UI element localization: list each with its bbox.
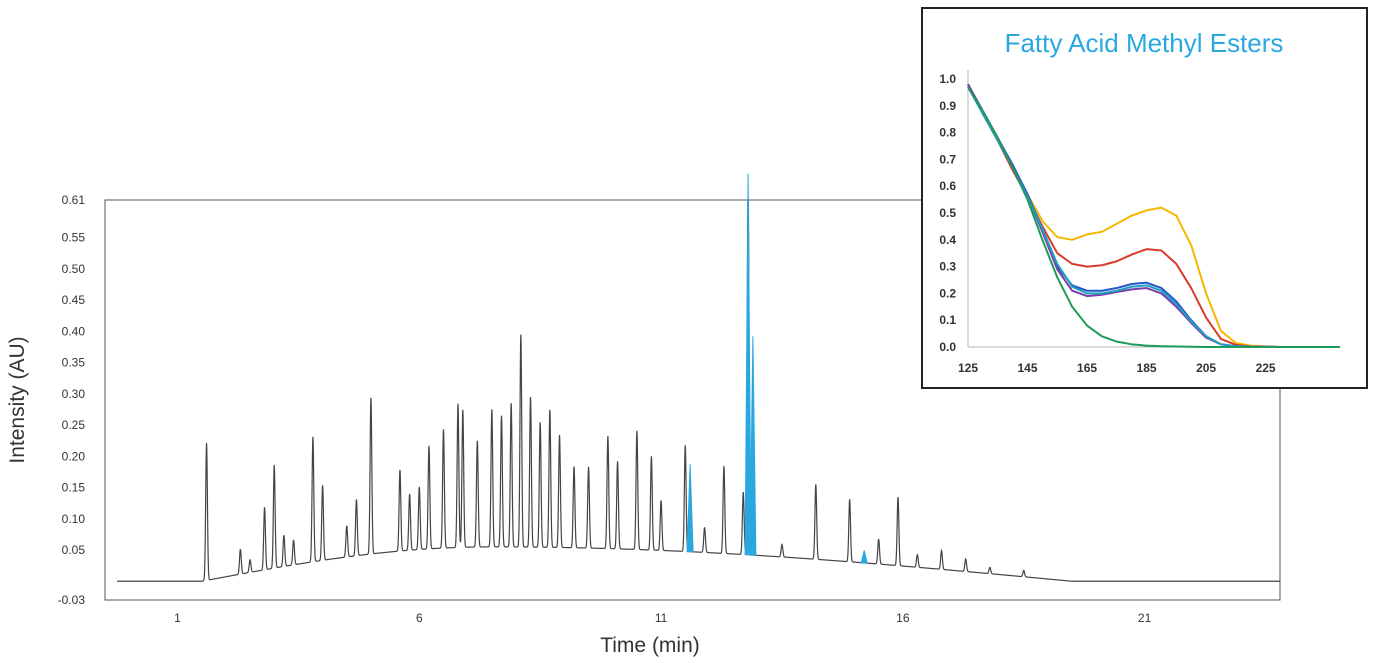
chromatogram-y-tick-label: 0.10 — [62, 512, 86, 526]
chromatogram-y-tick-label: 0.50 — [62, 262, 86, 276]
inset-panel-border — [921, 7, 1368, 389]
chromatogram-y-tick-label: 0.45 — [62, 293, 86, 307]
inset-x-tick-label: 205 — [1196, 361, 1216, 375]
fame-inset-chart: Fatty Acid Methyl Esters 0.0 0.1 0.2 0.3 0.4… — [921, 7, 1368, 389]
inset-y-tick-label: 0.8 — [939, 126, 956, 140]
inset-x-tick-label: 225 — [1256, 361, 1276, 375]
inset-x-tick-label: 185 — [1137, 361, 1157, 375]
inset-x-ticks: 125 145 165 185 205 225 — [958, 361, 1276, 375]
chromatogram-y-tick-label: -0.03 — [58, 593, 86, 607]
chromatogram-plot-frame — [104, 199, 1281, 601]
inset-y-tick-label: 0.3 — [939, 260, 956, 274]
inset-title: Fatty Acid Methyl Esters — [1005, 28, 1284, 58]
chromatogram-y-tick-label: 0.40 — [62, 324, 86, 338]
inset-y-tick-label: 0.4 — [939, 233, 956, 247]
chromatogram-y-ticks: -0.03 0.05 0.10 0.15 0.20 0.25 0.30 0.35 0.40 0.4… — [58, 193, 86, 607]
chromatogram-y-tick-label: 0.05 — [62, 543, 86, 557]
chromatogram-y-tick-label: 0.55 — [62, 231, 86, 245]
chromatogram-x-tick-label: 21 — [1138, 611, 1152, 625]
chromatogram-x-tick-label: 6 — [416, 611, 423, 625]
inset-y-tick-label: 1.0 — [939, 72, 956, 86]
highlighted-peak — [686, 464, 694, 553]
inset-y-tick-label: 0.7 — [939, 152, 956, 166]
highlighted-peak — [744, 173, 752, 556]
chromatogram-y-tick-label: 0.25 — [62, 418, 86, 432]
inset-y-tick-label: 0.6 — [939, 179, 956, 193]
inset-y-tick-label: 0.9 — [939, 99, 956, 113]
chromatogram-y-tick-label: 0.61 — [62, 193, 86, 207]
chromatogram-y-tick-label: 0.20 — [62, 449, 86, 463]
inset-series-line-green — [967, 86, 1340, 348]
chromatogram-x-tick-label: 16 — [896, 611, 910, 625]
inset-y-ticks: 0.0 0.1 0.2 0.3 0.4 0.5 0.6 0.7 0.8 0.9 1.0 — [939, 72, 956, 354]
inset-series-lines — [967, 83, 1340, 348]
chromatogram-highlighted-peaks — [686, 173, 868, 564]
chromatogram-y-tick-label: 0.30 — [62, 387, 86, 401]
chromatogram-x-ticks: 1 6 11 16 21 — [174, 611, 1151, 625]
chromatogram-y-tick-label: 0.15 — [62, 481, 86, 495]
chromatogram-x-tick-label: 11 — [655, 611, 668, 625]
inset-y-tick-label: 0.1 — [939, 313, 956, 327]
inset-y-tick-label: 0.0 — [939, 340, 956, 354]
chromatogram-x-tick-label: 1 — [174, 611, 181, 625]
chromatogram-chart: -0.03 0.05 0.10 0.15 0.20 0.25 0.30 0.35 0.40 0.4… — [6, 173, 1281, 657]
chromatogram-y-tick-label: 0.35 — [62, 356, 86, 370]
inset-y-tick-label: 0.5 — [939, 206, 956, 220]
inset-x-tick-label: 125 — [958, 361, 978, 375]
chromatogram-trace — [117, 199, 1280, 582]
chromatogram-y-axis-label: Intensity (AU) — [6, 336, 29, 463]
inset-x-tick-label: 145 — [1018, 361, 1038, 375]
inset-y-tick-label: 0.2 — [939, 286, 956, 300]
chromatogram-x-axis-label: Time (min) — [600, 634, 700, 657]
inset-x-tick-label: 165 — [1077, 361, 1097, 375]
highlighted-peak — [860, 550, 868, 564]
highlighted-peak — [749, 336, 757, 556]
